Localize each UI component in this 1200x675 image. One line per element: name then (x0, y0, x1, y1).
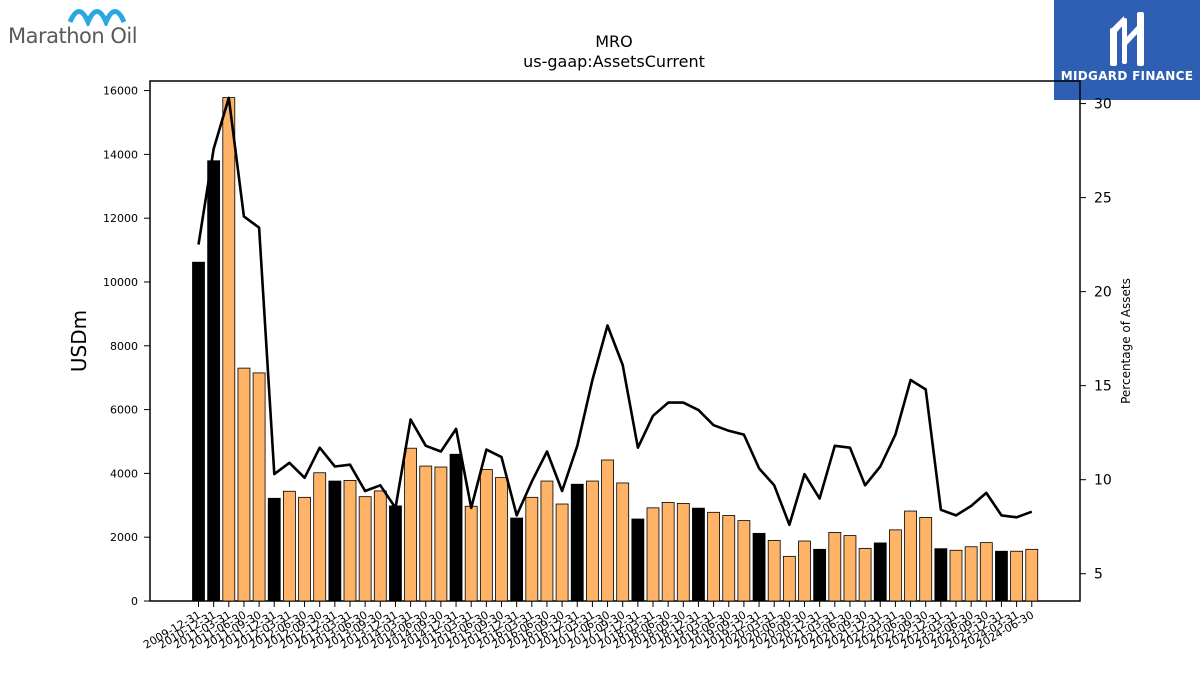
y-tick-label: 16000 (103, 85, 138, 98)
bar (389, 505, 402, 602)
bar (252, 372, 266, 602)
bar (525, 496, 539, 602)
chart-title: MRO (595, 32, 633, 51)
bar (873, 542, 887, 602)
bar (631, 518, 645, 602)
bar (616, 482, 630, 602)
bar (995, 550, 1008, 602)
bar (737, 520, 751, 602)
bar (404, 447, 418, 602)
bar (434, 466, 448, 602)
y2-axis-label: Percentage of Assets (1119, 278, 1133, 404)
y2-tick-label: 20 (1094, 285, 1112, 301)
y-tick-label: 8000 (110, 340, 138, 353)
bar (934, 548, 948, 602)
marathon-wave-icon (67, 9, 127, 26)
bar (449, 453, 463, 602)
y-axis-label: USDm (67, 310, 91, 372)
bar (676, 502, 690, 602)
bar (843, 535, 857, 602)
bar (964, 546, 978, 602)
y2-tick-label: 10 (1094, 473, 1112, 489)
bar (510, 517, 524, 602)
bar (207, 160, 221, 602)
y-tick-label: 12000 (103, 212, 138, 225)
series-line (197, 96, 1033, 527)
bar (798, 540, 811, 602)
midgard-finance-name: MIDGARD FINANCE (1060, 69, 1194, 83)
marathon-oil-logo: Marathon Oil (6, 6, 151, 50)
bar (904, 510, 917, 602)
bar (540, 480, 554, 602)
y-tick-label: 4000 (110, 467, 138, 480)
plot-frame (149, 80, 1081, 602)
bar (828, 532, 842, 602)
bar (813, 548, 827, 602)
marathon-oil-wordmark: Marathon Oil (8, 24, 138, 48)
bar (1010, 550, 1023, 602)
y-tick-label: 0 (131, 595, 138, 608)
y-tick-label: 6000 (110, 404, 138, 417)
midgard-finance-logo: MIDGARD FINANCE (1054, 0, 1200, 100)
bar (267, 497, 281, 602)
bar (782, 555, 796, 602)
bar (767, 539, 781, 602)
bar (949, 549, 963, 602)
bar (707, 511, 720, 602)
bar (1025, 548, 1039, 602)
midgard-mark-icon (1110, 12, 1144, 66)
bar (192, 261, 205, 602)
bar (722, 515, 736, 602)
bar (464, 505, 478, 602)
bar (889, 529, 902, 602)
y2-tick-label: 5 (1094, 567, 1103, 583)
y2-tick-label: 15 (1094, 379, 1112, 395)
y-tick-label: 2000 (110, 531, 138, 544)
bar (222, 97, 236, 602)
bar (343, 480, 357, 602)
bar (282, 490, 296, 602)
bar (237, 367, 251, 602)
y-tick-label: 14000 (103, 148, 138, 161)
bar (495, 477, 508, 602)
bar (328, 480, 342, 602)
y2-tick-label: 30 (1094, 97, 1112, 113)
bar (979, 542, 993, 602)
bar (358, 496, 372, 602)
y-tick-label: 10000 (103, 276, 138, 289)
bar (419, 465, 433, 602)
y2-tick-label: 25 (1094, 191, 1112, 207)
bar (858, 547, 872, 602)
bar (570, 483, 584, 602)
bar (692, 507, 705, 602)
bar (313, 472, 327, 602)
bar (555, 503, 569, 602)
bar (373, 490, 387, 602)
bar (601, 459, 614, 602)
bar (646, 507, 660, 602)
chart-subtitle: us-gaap:AssetsCurrent (523, 52, 705, 71)
bar (586, 480, 599, 602)
bar (919, 517, 933, 602)
bar (752, 532, 766, 602)
bar (479, 469, 493, 602)
bar (298, 496, 311, 602)
bar (661, 502, 675, 602)
